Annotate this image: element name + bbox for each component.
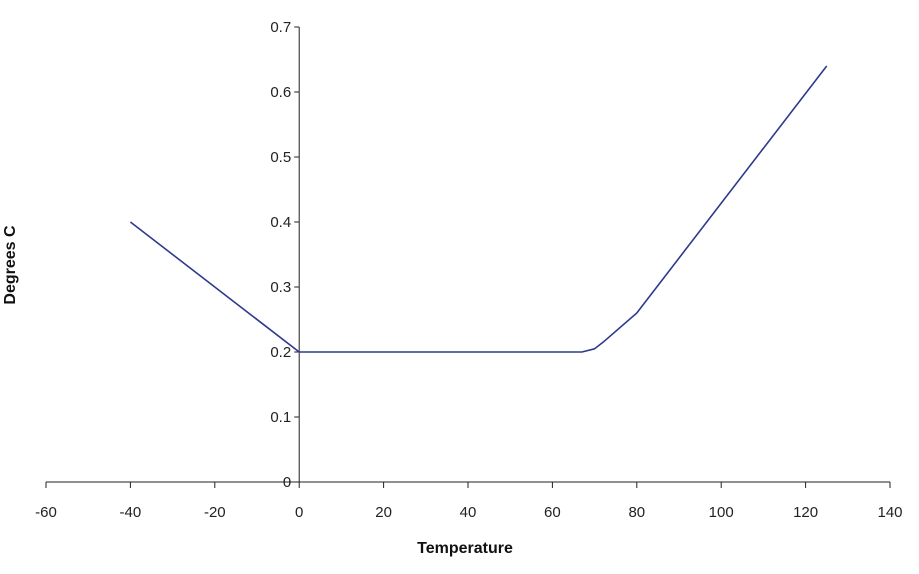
x-tick-label: 140 (877, 504, 902, 521)
series-line (129, 65, 828, 353)
x-tick-label: 60 (544, 504, 561, 521)
y-axis-ticks: 0 0.1 0.2 0.3 0.4 0.5 0.6 0.7 (270, 19, 300, 491)
x-tick-label: 120 (793, 504, 818, 521)
x-tick-label: -20 (204, 504, 226, 521)
y-tick-label: 0.6 (270, 84, 291, 101)
y-tick-label: 0.7 (270, 19, 291, 36)
x-tick-label: 100 (709, 504, 734, 521)
x-tick-label: 0 (295, 504, 303, 521)
x-tick-label: 20 (375, 504, 392, 521)
y-axis-title: Degrees C (2, 225, 19, 305)
y-tick-label: 0.1 (270, 409, 291, 426)
y-tick-label: 0.2 (270, 344, 291, 361)
x-tick-label: 40 (460, 504, 477, 521)
series-layer (129, 65, 828, 353)
y-tick-label: 0.4 (270, 214, 291, 231)
x-tick-label: 80 (628, 504, 645, 521)
x-tick-label: -60 (35, 504, 57, 521)
x-tick-label: -40 (120, 504, 142, 521)
y-tick-label: 0.5 (270, 149, 291, 166)
x-axis-title: Temperature (417, 540, 513, 557)
y-tick-label: 0 (283, 474, 291, 491)
y-tick-label: 0.3 (270, 279, 291, 296)
x-axis-ticks: -60 -40 -20 0 20 40 60 80 100 120 140 (35, 482, 903, 521)
